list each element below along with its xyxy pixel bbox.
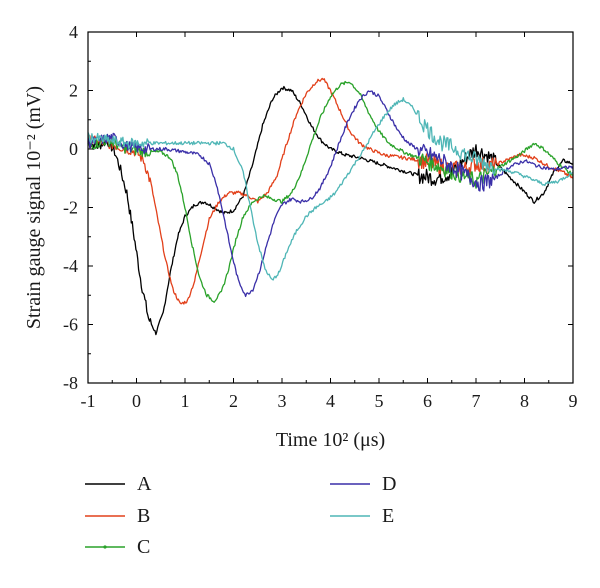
legend-label-E: E (382, 505, 394, 527)
x-tick-label: 3 (278, 391, 287, 411)
legend-label-D: D (382, 473, 396, 495)
x-tick-label: 2 (229, 391, 238, 411)
y-tick-label: -2 (63, 198, 78, 218)
series-line-D (87, 90, 574, 298)
x-tick-label: 1 (181, 391, 190, 411)
y-tick-label: -4 (63, 256, 78, 276)
y-tick-label: 0 (69, 139, 78, 159)
series-line-A (87, 85, 574, 336)
x-tick-label: 4 (326, 391, 335, 411)
x-tick-label: 8 (520, 391, 529, 411)
y-tick-label: -8 (63, 373, 78, 393)
x-tick-label: 7 (472, 391, 481, 411)
x-tick-label: 5 (375, 391, 384, 411)
x-tick-label: 0 (132, 391, 141, 411)
legend-label-B: B (137, 505, 150, 527)
axis-labels: Time 10² (μs) Strain gauge signal 10⁻² (m… (23, 86, 385, 451)
series-line-E (87, 97, 574, 281)
x-tick-label: 9 (569, 391, 578, 411)
y-axis-title: Strain gauge signal 10⁻² (mV) (23, 86, 45, 329)
y-tick-label: 4 (69, 22, 78, 42)
legend: ABC DE (85, 473, 396, 558)
legend-marker-C (103, 545, 107, 549)
x-tick-label: -1 (81, 391, 96, 411)
series-line-C (87, 80, 574, 303)
legend-label-A: A (137, 473, 152, 495)
x-tick-label: 6 (423, 391, 432, 411)
axis-ticks: -1 0 1 2 3 4 5 6 7 8 9 -8 -6 -4 -2 0 2 4 (63, 22, 578, 411)
y-tick-label: 2 (69, 81, 78, 101)
plot-frame (87, 31, 574, 384)
x-axis-title: Time 10² (μs) (276, 429, 385, 451)
series-line-B (87, 77, 574, 305)
plot-area (87, 31, 574, 384)
y-tick-label: -6 (63, 315, 78, 335)
legend-label-C: C (137, 536, 150, 558)
